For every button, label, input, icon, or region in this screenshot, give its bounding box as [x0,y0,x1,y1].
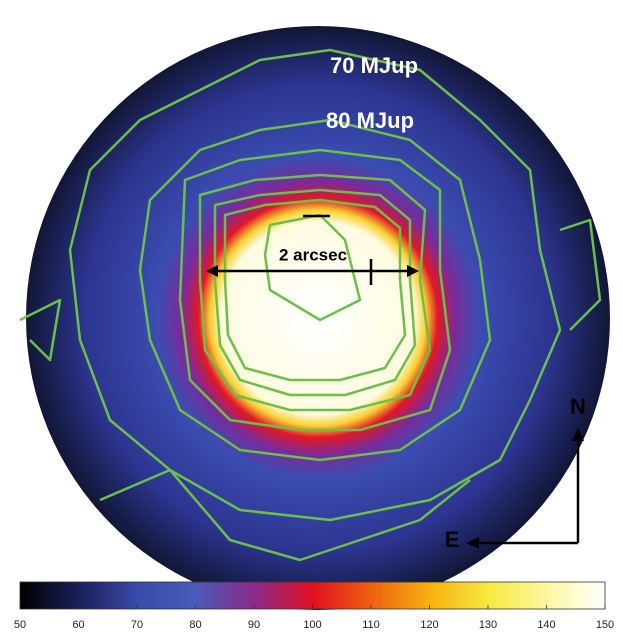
annotation: 80 MJup [326,108,414,133]
colorbar-tick-label: 50 [14,619,26,631]
scale-bar [206,214,419,285]
colorbar-tick-label: 100 [303,619,321,631]
colorbar-tick-label: 140 [537,619,555,631]
compass-east: E [445,527,460,552]
colorbar-tick-label: 120 [420,619,438,631]
colorbar-tick-label: 150 [596,619,614,631]
colorbar-tick-label: 90 [248,619,260,631]
colorbar-tick-label: 110 [362,619,380,631]
colorbar-tick-label: 80 [189,619,201,631]
compass-north: N [570,394,586,419]
annotation: 70 MJup [330,53,418,78]
compass [466,428,584,549]
colorbar-tick-label: 60 [72,619,84,631]
colorbar-tick-label: 130 [479,619,497,631]
colorbar [19,581,606,610]
contours [19,48,602,562]
scale-label: 2 arcsec [279,245,347,264]
colorbar-tick-label: 70 [131,619,143,631]
